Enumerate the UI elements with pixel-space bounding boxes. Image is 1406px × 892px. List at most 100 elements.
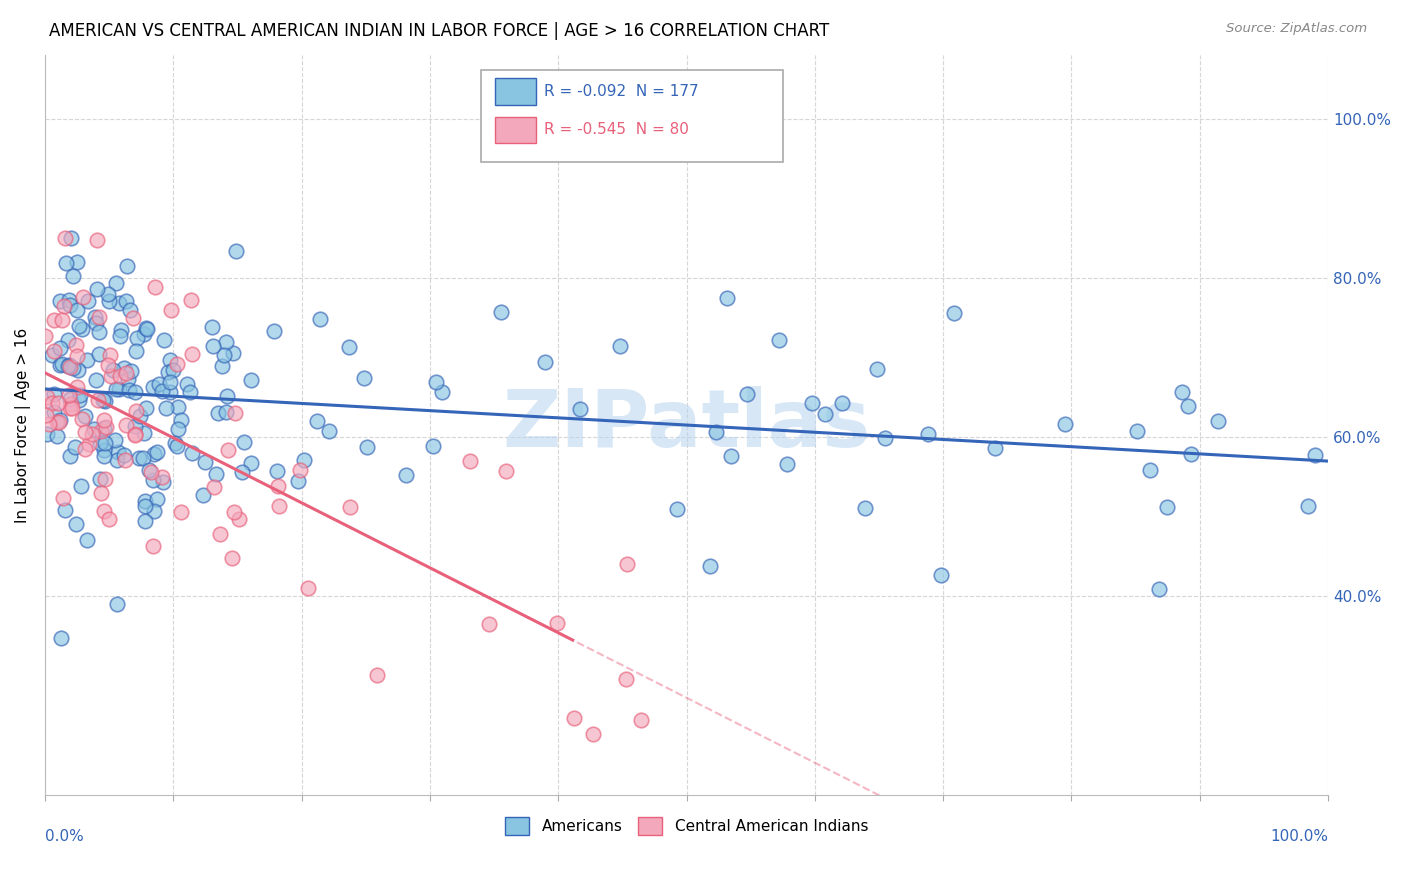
Point <box>533 355 555 369</box>
Point <box>38 417 60 431</box>
Point <box>207 406 229 420</box>
Point <box>44 313 66 327</box>
Point <box>67 363 90 377</box>
Point <box>211 359 233 374</box>
Point <box>117 259 139 273</box>
Point <box>34 329 56 343</box>
Point <box>93 449 115 463</box>
Point <box>103 362 125 376</box>
Point <box>65 516 87 531</box>
Point <box>83 422 105 436</box>
Point <box>160 303 183 318</box>
Point <box>89 325 111 339</box>
Point <box>132 425 155 440</box>
Point <box>191 488 214 502</box>
Point <box>609 338 631 352</box>
Point <box>104 382 127 396</box>
Point <box>150 384 173 398</box>
Point <box>162 363 184 377</box>
Point <box>143 504 166 518</box>
Point <box>267 499 290 513</box>
Point <box>124 427 146 442</box>
Point <box>77 437 100 451</box>
Point <box>143 280 166 294</box>
Point <box>107 445 129 459</box>
Point <box>776 457 799 471</box>
Point <box>159 376 181 390</box>
Point <box>59 231 82 245</box>
Point <box>1180 447 1202 461</box>
Point <box>288 463 311 477</box>
Point <box>263 324 285 338</box>
Point <box>75 425 97 439</box>
Point <box>112 449 135 463</box>
Point <box>929 567 952 582</box>
Point <box>97 286 120 301</box>
Point <box>233 434 256 449</box>
Point <box>148 377 170 392</box>
Point <box>152 475 174 489</box>
Point <box>142 380 165 394</box>
Point <box>142 539 165 553</box>
Point <box>267 479 290 493</box>
Point <box>716 291 738 305</box>
Point <box>562 711 585 725</box>
Point <box>1126 425 1149 439</box>
Point <box>70 479 93 493</box>
Point <box>59 401 82 416</box>
FancyBboxPatch shape <box>495 78 536 104</box>
Point <box>108 295 131 310</box>
Point <box>84 373 107 387</box>
Text: 0.0%: 0.0% <box>45 829 83 844</box>
Point <box>128 450 150 465</box>
Point <box>853 500 876 515</box>
Point <box>458 454 481 468</box>
Point <box>225 244 247 258</box>
Point <box>546 615 568 630</box>
Point <box>67 318 90 333</box>
Point <box>60 396 83 410</box>
Point <box>46 396 69 410</box>
Point <box>89 472 111 486</box>
Point <box>67 393 90 408</box>
Point <box>1156 500 1178 514</box>
Point <box>52 491 75 505</box>
Point <box>124 385 146 400</box>
Point <box>142 473 165 487</box>
Point <box>1171 385 1194 400</box>
Point <box>801 396 824 410</box>
Point <box>221 345 243 359</box>
Point <box>166 439 188 453</box>
Point <box>205 467 228 482</box>
Point <box>104 434 127 448</box>
Point <box>266 464 288 478</box>
Point <box>105 276 128 290</box>
Point <box>93 443 115 458</box>
Point <box>163 436 186 450</box>
Point <box>98 348 121 362</box>
Point <box>86 233 108 247</box>
Point <box>180 293 202 307</box>
Point <box>112 361 135 376</box>
Point <box>108 329 131 343</box>
Point <box>155 401 177 415</box>
Point <box>105 597 128 611</box>
Point <box>215 405 238 419</box>
Point <box>224 406 246 420</box>
Point <box>292 453 315 467</box>
Point <box>569 402 592 417</box>
Text: R = -0.545  N = 80: R = -0.545 N = 80 <box>544 122 689 137</box>
Point <box>134 327 156 342</box>
Point <box>1139 462 1161 476</box>
Point <box>231 465 253 479</box>
Point <box>73 409 96 423</box>
Point <box>87 310 110 325</box>
Point <box>942 306 965 320</box>
Point <box>66 380 89 394</box>
Point <box>118 383 141 397</box>
Point <box>201 339 224 353</box>
Point <box>76 352 98 367</box>
Point <box>167 400 190 414</box>
Point <box>89 436 111 450</box>
Point <box>134 500 156 514</box>
